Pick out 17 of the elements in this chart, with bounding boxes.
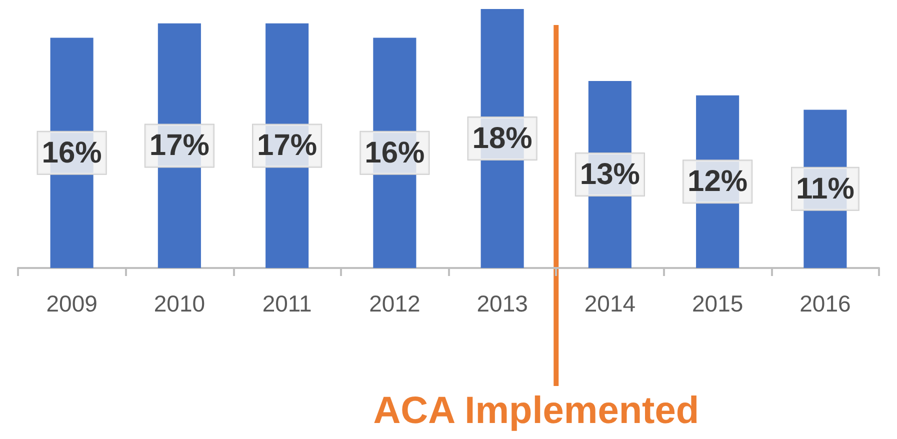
data-label: 16% <box>42 136 102 170</box>
x-tick-label: 2011 <box>262 290 312 316</box>
data-label: 11% <box>796 172 854 206</box>
ref-line-label: ACA Implemented <box>373 390 700 432</box>
x-tick-label: 2012 <box>369 290 420 316</box>
data-label: 13% <box>580 158 640 191</box>
data-label: 16% <box>364 136 425 170</box>
x-tick-label: 2016 <box>800 290 851 316</box>
data-label: 17% <box>257 129 318 162</box>
x-tick-label: 2009 <box>46 290 98 316</box>
data-label: 17% <box>149 129 210 162</box>
data-label: 12% <box>688 165 748 198</box>
x-tick-label: 2013 <box>476 290 528 316</box>
x-tick-label: 2010 <box>154 290 206 316</box>
data-label: 18% <box>472 122 532 155</box>
x-tick-label: 2015 <box>692 290 744 316</box>
x-tick-label: 2014 <box>584 290 636 316</box>
